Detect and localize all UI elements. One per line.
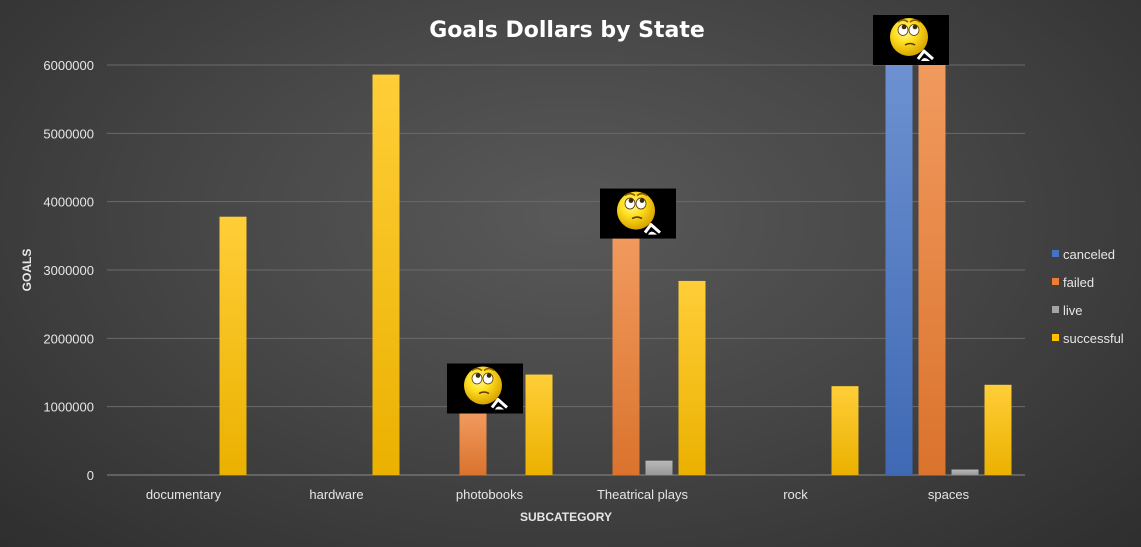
bar-successful xyxy=(831,386,859,475)
bar-failed xyxy=(918,65,946,475)
y-axis-title: GOALS xyxy=(20,249,34,292)
legend-swatch-failed xyxy=(1052,278,1059,285)
x-tick-label: spaces xyxy=(928,487,970,502)
bars xyxy=(219,65,1012,476)
legend-label-failed: failed xyxy=(1063,275,1094,290)
y-tick-label: 2000000 xyxy=(43,331,94,346)
x-axis-ticks: documentary hardware photobooks Theatrical … xyxy=(146,487,970,502)
gridlines xyxy=(107,64,1025,476)
bar-live xyxy=(645,460,673,475)
x-tick-label: hardware xyxy=(309,487,363,502)
emoji-annotations xyxy=(447,15,949,414)
x-tick-label: photobooks xyxy=(456,487,524,502)
legend-swatch-canceled xyxy=(1052,250,1059,257)
y-tick-label: 0 xyxy=(87,468,94,483)
bar-failed xyxy=(459,413,487,475)
y-tick-label: 1000000 xyxy=(43,400,94,415)
legend-swatch-live xyxy=(1052,306,1059,313)
thinking-emoji-icon xyxy=(600,188,676,239)
thinking-emoji-icon xyxy=(447,363,523,414)
legend-label-canceled: canceled xyxy=(1063,247,1115,262)
bar-successful xyxy=(984,384,1012,475)
x-axis-title: SUBCATEGORY xyxy=(520,510,612,524)
legend: canceled failed live successful xyxy=(1052,247,1124,346)
x-tick-label: Theatrical plays xyxy=(597,487,689,502)
y-tick-label: 5000000 xyxy=(43,126,94,141)
bar-successful xyxy=(678,280,706,475)
bar-successful xyxy=(219,216,247,475)
y-axis-ticks: 0 1000000 2000000 3000000 4000000 5000000 6000… xyxy=(43,58,94,483)
y-tick-label: 4000000 xyxy=(43,195,94,210)
legend-label-successful: successful xyxy=(1063,331,1124,346)
legend-swatch-successful xyxy=(1052,334,1059,341)
y-tick-label: 6000000 xyxy=(43,58,94,73)
chart-title: Goals Dollars by State xyxy=(429,18,705,43)
x-tick-label: documentary xyxy=(146,487,222,502)
bar-successful xyxy=(525,374,553,475)
bar-live xyxy=(951,469,979,475)
bar-canceled xyxy=(885,65,913,475)
bar-failed xyxy=(612,238,640,475)
x-tick-label: rock xyxy=(783,487,808,502)
y-tick-label: 3000000 xyxy=(43,263,94,278)
legend-label-live: live xyxy=(1063,303,1083,318)
thinking-emoji-icon xyxy=(873,15,949,65)
bar-successful xyxy=(372,74,400,476)
